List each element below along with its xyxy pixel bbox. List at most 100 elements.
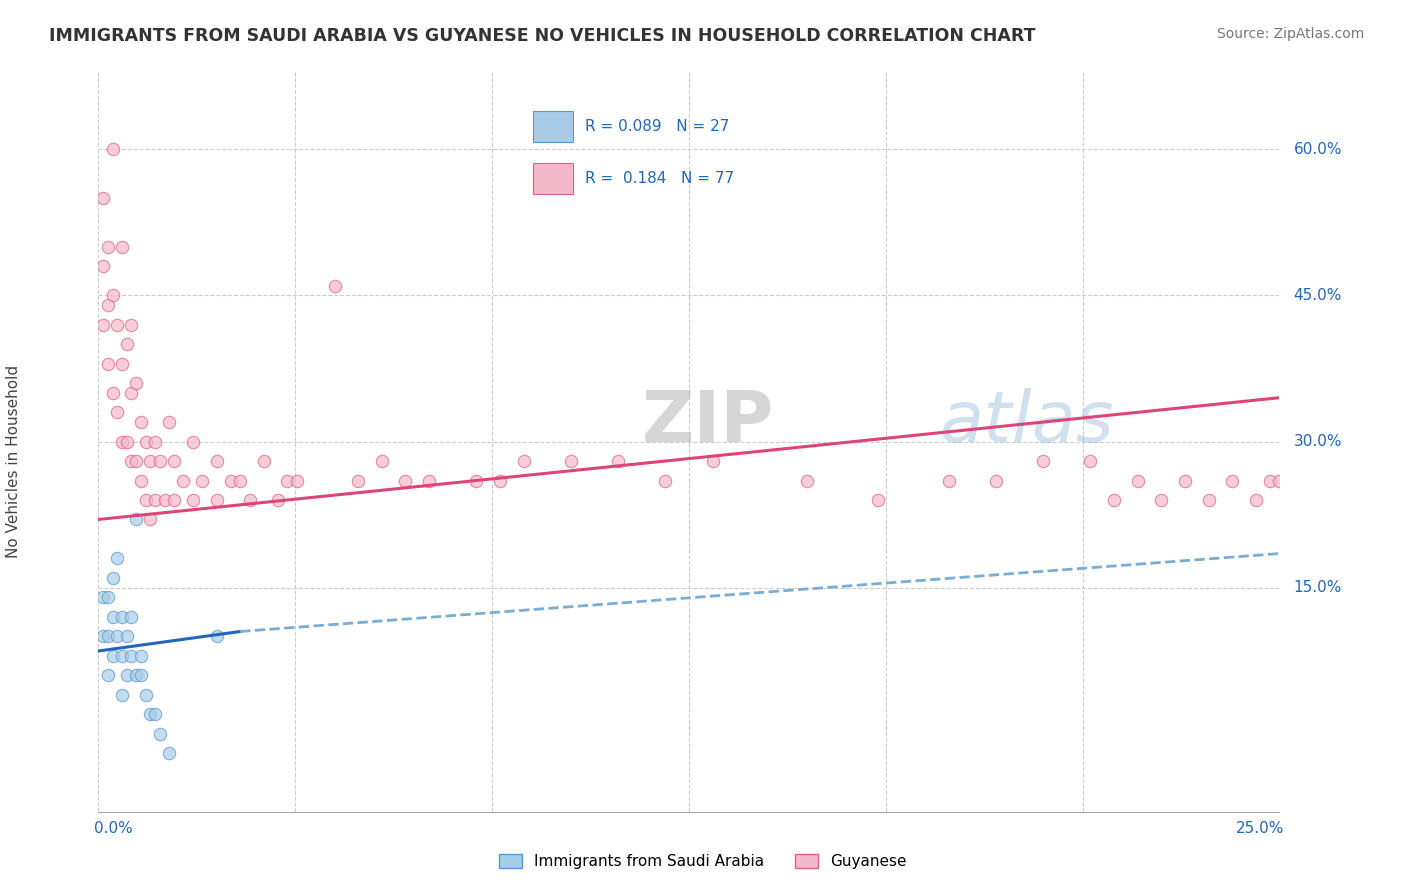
Point — [101, 288, 124, 302]
Point — [121, 318, 143, 332]
Text: 30.0%: 30.0% — [1294, 434, 1343, 449]
Point — [157, 415, 180, 429]
Point — [512, 454, 534, 468]
Point — [115, 668, 138, 682]
Text: 25.0%: 25.0% — [1236, 822, 1284, 837]
Point — [143, 707, 166, 722]
Point — [938, 474, 960, 488]
Legend: Immigrants from Saudi Arabia, Guyanese: Immigrants from Saudi Arabia, Guyanese — [494, 848, 912, 875]
Point — [105, 551, 128, 566]
Text: IMMIGRANTS FROM SAUDI ARABIA VS GUYANESE NO VEHICLES IN HOUSEHOLD CORRELATION CH: IMMIGRANTS FROM SAUDI ARABIA VS GUYANESE… — [49, 27, 1036, 45]
Point — [111, 357, 134, 371]
Point — [1102, 493, 1125, 508]
Point — [239, 493, 262, 508]
Point — [205, 454, 228, 468]
Text: 0.0%: 0.0% — [94, 822, 132, 837]
Point — [125, 512, 148, 526]
Point — [163, 493, 186, 508]
Point — [115, 337, 138, 351]
Point — [111, 648, 134, 663]
Point — [101, 610, 124, 624]
Point — [91, 259, 114, 273]
Point — [115, 434, 138, 449]
Point — [229, 474, 252, 488]
Point — [125, 668, 148, 682]
Point — [105, 629, 128, 643]
Point — [121, 454, 143, 468]
Point — [1220, 474, 1243, 488]
Point — [654, 474, 676, 488]
Point — [97, 668, 120, 682]
Point — [253, 454, 276, 468]
Point — [97, 357, 120, 371]
Point — [267, 493, 290, 508]
Point — [129, 648, 152, 663]
Point — [97, 629, 120, 643]
Text: 60.0%: 60.0% — [1294, 142, 1343, 157]
Point — [149, 454, 172, 468]
Point — [1278, 474, 1301, 488]
Point — [149, 727, 172, 741]
Point — [91, 591, 114, 605]
Text: 45.0%: 45.0% — [1294, 288, 1341, 303]
Point — [125, 376, 148, 390]
Text: ZIP: ZIP — [641, 387, 773, 457]
Point — [139, 707, 162, 722]
Point — [1150, 493, 1173, 508]
Point — [105, 405, 128, 419]
Point — [418, 474, 440, 488]
Point — [205, 629, 228, 643]
Point — [129, 668, 152, 682]
Point — [115, 629, 138, 643]
Point — [465, 474, 488, 488]
Point — [135, 493, 157, 508]
Point — [163, 454, 186, 468]
Point — [111, 688, 134, 702]
Point — [181, 434, 204, 449]
Point — [181, 493, 204, 508]
Point — [101, 142, 124, 156]
Point — [121, 385, 143, 400]
Text: Source: ZipAtlas.com: Source: ZipAtlas.com — [1216, 27, 1364, 41]
Point — [153, 493, 176, 508]
Point — [129, 415, 152, 429]
Point — [1126, 474, 1149, 488]
Point — [1306, 474, 1329, 488]
Point — [111, 610, 134, 624]
Point — [347, 474, 370, 488]
Point — [111, 240, 134, 254]
Point — [143, 493, 166, 508]
Point — [91, 191, 114, 205]
Point — [139, 512, 162, 526]
Point — [796, 474, 818, 488]
Text: No Vehicles in Household: No Vehicles in Household — [6, 365, 21, 558]
Point — [285, 474, 308, 488]
Point — [129, 474, 152, 488]
Point — [394, 474, 416, 488]
Point — [111, 434, 134, 449]
Point — [97, 591, 120, 605]
Point — [143, 434, 166, 449]
Point — [276, 474, 298, 488]
Point — [105, 318, 128, 332]
Point — [191, 474, 214, 488]
Point — [1032, 454, 1054, 468]
Point — [560, 454, 582, 468]
Text: 15.0%: 15.0% — [1294, 580, 1341, 595]
Point — [866, 493, 889, 508]
Point — [91, 318, 114, 332]
Point — [139, 454, 162, 468]
Point — [101, 385, 124, 400]
Point — [101, 648, 124, 663]
Point — [984, 474, 1007, 488]
Point — [91, 629, 114, 643]
Point — [1244, 493, 1267, 508]
Point — [172, 474, 194, 488]
Point — [97, 298, 120, 312]
Point — [121, 648, 143, 663]
Point — [1268, 474, 1291, 488]
Point — [702, 454, 724, 468]
Point — [101, 571, 124, 585]
Point — [125, 454, 148, 468]
Point — [323, 278, 346, 293]
